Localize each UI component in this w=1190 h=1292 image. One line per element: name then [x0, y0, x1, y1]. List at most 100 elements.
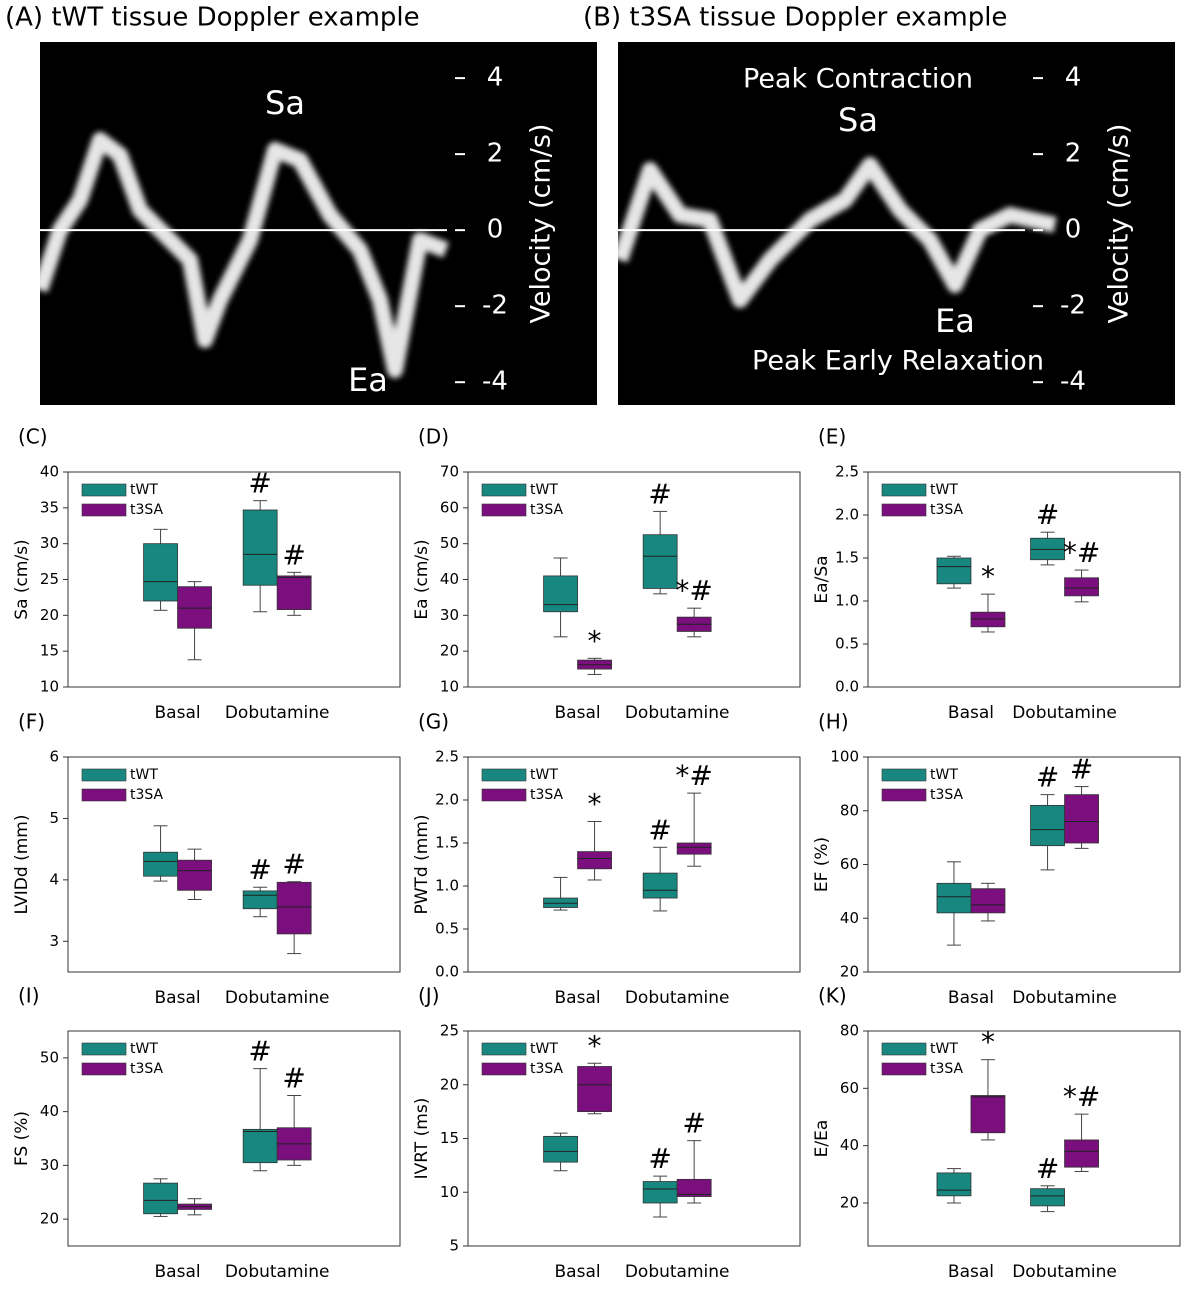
legend-label: tWT	[930, 767, 958, 783]
legend-swatch	[82, 1063, 126, 1075]
x-tick-label: Basal	[555, 703, 601, 723]
box	[971, 889, 1005, 913]
legend-swatch	[82, 1043, 126, 1055]
y-tick-label: 4	[49, 870, 59, 888]
x-tick-label: Dobutamine	[225, 1262, 330, 1282]
x-tick-label: Dobutamine	[225, 703, 330, 723]
y-tick-label: 25	[40, 570, 59, 588]
x-tick-label: Basal	[948, 1262, 994, 1282]
y-tick-label: 25	[440, 1022, 459, 1040]
significance-marker: *	[981, 560, 995, 593]
y-tick-label: 80	[840, 801, 859, 819]
y-tick-label: 3	[49, 932, 59, 950]
panel-title: (K)	[818, 984, 847, 1008]
y-tick-label: 0.5	[835, 635, 859, 653]
significance-marker: #	[682, 1107, 705, 1140]
x-tick-label: Basal	[948, 988, 994, 1008]
legend-label: t3SA	[130, 787, 164, 803]
x-tick-label: Dobutamine	[625, 1262, 730, 1282]
y-axis-label: EF (%)	[812, 837, 832, 892]
y-tick-label: 30	[40, 534, 59, 552]
y-tick-label: 0	[1065, 215, 1082, 245]
y-tick-label: 4	[487, 63, 504, 93]
y-tick-label: 0.0	[835, 678, 859, 696]
y-tick-label: 40	[40, 1102, 59, 1120]
box	[937, 883, 971, 913]
y-axis-label: LVIDd (mm)	[12, 815, 32, 915]
figure: (A) tWT tissue Doppler example-4-2024Vel…	[0, 0, 1190, 1288]
x-tick-label: Dobutamine	[625, 703, 730, 723]
panel-title: (B) t3SA tissue Doppler example	[583, 3, 1007, 33]
significance-marker: *	[588, 1029, 602, 1062]
y-tick-label: -2	[482, 291, 508, 321]
y-tick-label: 20	[440, 642, 459, 660]
y-tick-label: 10	[440, 1183, 459, 1201]
y-tick-label: 20	[840, 1194, 859, 1212]
y-tick-label: 80	[840, 1022, 859, 1040]
y-tick-label: 20	[40, 1210, 59, 1228]
box	[544, 1136, 578, 1162]
significance-marker: #	[648, 477, 671, 510]
y-axis-label: FS (%)	[12, 1111, 32, 1166]
y-axis-label: Sa (cm/s)	[12, 539, 32, 619]
significance-marker: #	[1036, 1152, 1059, 1185]
legend-swatch	[482, 789, 526, 801]
legend-label: tWT	[130, 767, 158, 783]
legend-label: tWT	[530, 482, 558, 498]
y-tick-label: 30	[40, 1156, 59, 1174]
y-tick-label: 2.5	[435, 748, 459, 766]
box	[544, 576, 578, 612]
significance-marker: *#	[675, 574, 712, 607]
box	[178, 860, 212, 890]
x-tick-label: Dobutamine	[225, 988, 330, 1008]
annotation: Peak Contraction	[743, 64, 973, 95]
y-tick-label: 0	[487, 215, 504, 245]
legend-swatch	[882, 1043, 926, 1055]
x-tick-label: Basal	[555, 1262, 601, 1282]
significance-marker: #	[248, 1035, 271, 1068]
legend-swatch	[882, 769, 926, 781]
y-axis-label: Velocity (cm/s)	[526, 124, 557, 324]
y-tick-label: 2	[487, 139, 504, 169]
legend-swatch	[482, 1063, 526, 1075]
box	[1065, 1140, 1099, 1167]
y-tick-label: 60	[440, 498, 459, 516]
legend-label: tWT	[530, 767, 558, 783]
y-tick-label: 1.5	[835, 549, 859, 567]
y-tick-label: 30	[440, 606, 459, 624]
y-tick-label: 20	[440, 1075, 459, 1093]
box	[578, 852, 612, 869]
y-tick-label: 2.0	[435, 791, 459, 809]
panel-title: (E)	[818, 425, 846, 449]
significance-marker: #	[1036, 498, 1059, 531]
x-tick-label: Basal	[555, 988, 601, 1008]
y-tick-label: 6	[49, 748, 59, 766]
y-tick-label: 40	[40, 463, 59, 481]
y-tick-label: 2	[1065, 139, 1082, 169]
y-tick-label: 15	[440, 1129, 459, 1147]
annotation: Ea	[935, 302, 975, 340]
y-tick-label: 0.0	[435, 963, 459, 981]
legend-label: tWT	[930, 1041, 958, 1057]
box	[643, 535, 677, 589]
x-tick-label: Dobutamine	[1012, 988, 1117, 1008]
panel-title: (F)	[18, 710, 45, 734]
legend-swatch	[882, 789, 926, 801]
y-tick-label: 5	[449, 1237, 459, 1255]
significance-marker: #	[282, 1062, 305, 1095]
y-tick-label: 50	[40, 1048, 59, 1066]
legend-swatch	[482, 484, 526, 496]
legend-label: t3SA	[930, 1061, 964, 1077]
box	[971, 1096, 1005, 1133]
y-tick-label: 60	[840, 855, 859, 873]
legend-label: t3SA	[530, 787, 564, 803]
legend-swatch	[82, 789, 126, 801]
panel-title: (J)	[418, 984, 440, 1008]
x-tick-label: Dobutamine	[625, 988, 730, 1008]
box	[243, 1129, 277, 1162]
box	[677, 843, 711, 854]
box	[1031, 805, 1065, 845]
box	[178, 587, 212, 629]
y-tick-label: 70	[440, 463, 459, 481]
y-tick-label: 20	[840, 963, 859, 981]
